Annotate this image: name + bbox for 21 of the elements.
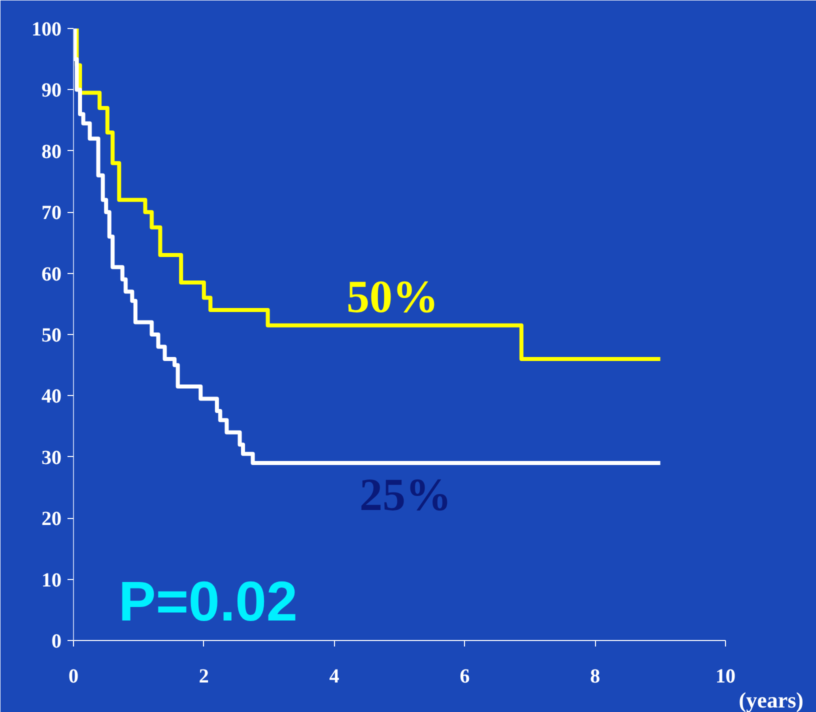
x-tick-label: 0 xyxy=(68,666,78,688)
x-tick-label: 10 xyxy=(716,666,736,688)
y-tick-label: 40 xyxy=(42,386,62,408)
y-tick-label: 0 xyxy=(52,630,62,652)
x-tick-label: 6 xyxy=(460,666,470,688)
y-tick-label: 50 xyxy=(42,324,62,346)
x-tick-label: 2 xyxy=(198,666,209,688)
y-tick-label: 20 xyxy=(42,508,62,530)
y-tick-label: 70 xyxy=(42,202,62,224)
y-tick-label: 60 xyxy=(42,263,62,286)
x-tick-label: 4 xyxy=(329,666,340,688)
annotation: P=0.02 xyxy=(118,570,298,632)
x-axis-title: (years) xyxy=(738,688,804,712)
y-tick-label: 30 xyxy=(42,446,62,469)
y-tick-label: 90 xyxy=(42,80,62,102)
annotation: 50% xyxy=(346,271,438,322)
y-tick-label: 100 xyxy=(32,18,62,40)
y-tick-label: 80 xyxy=(42,140,62,163)
x-tick-label: 8 xyxy=(590,666,600,688)
y-tick-label: 10 xyxy=(42,569,62,592)
annotation: 25% xyxy=(360,469,452,520)
